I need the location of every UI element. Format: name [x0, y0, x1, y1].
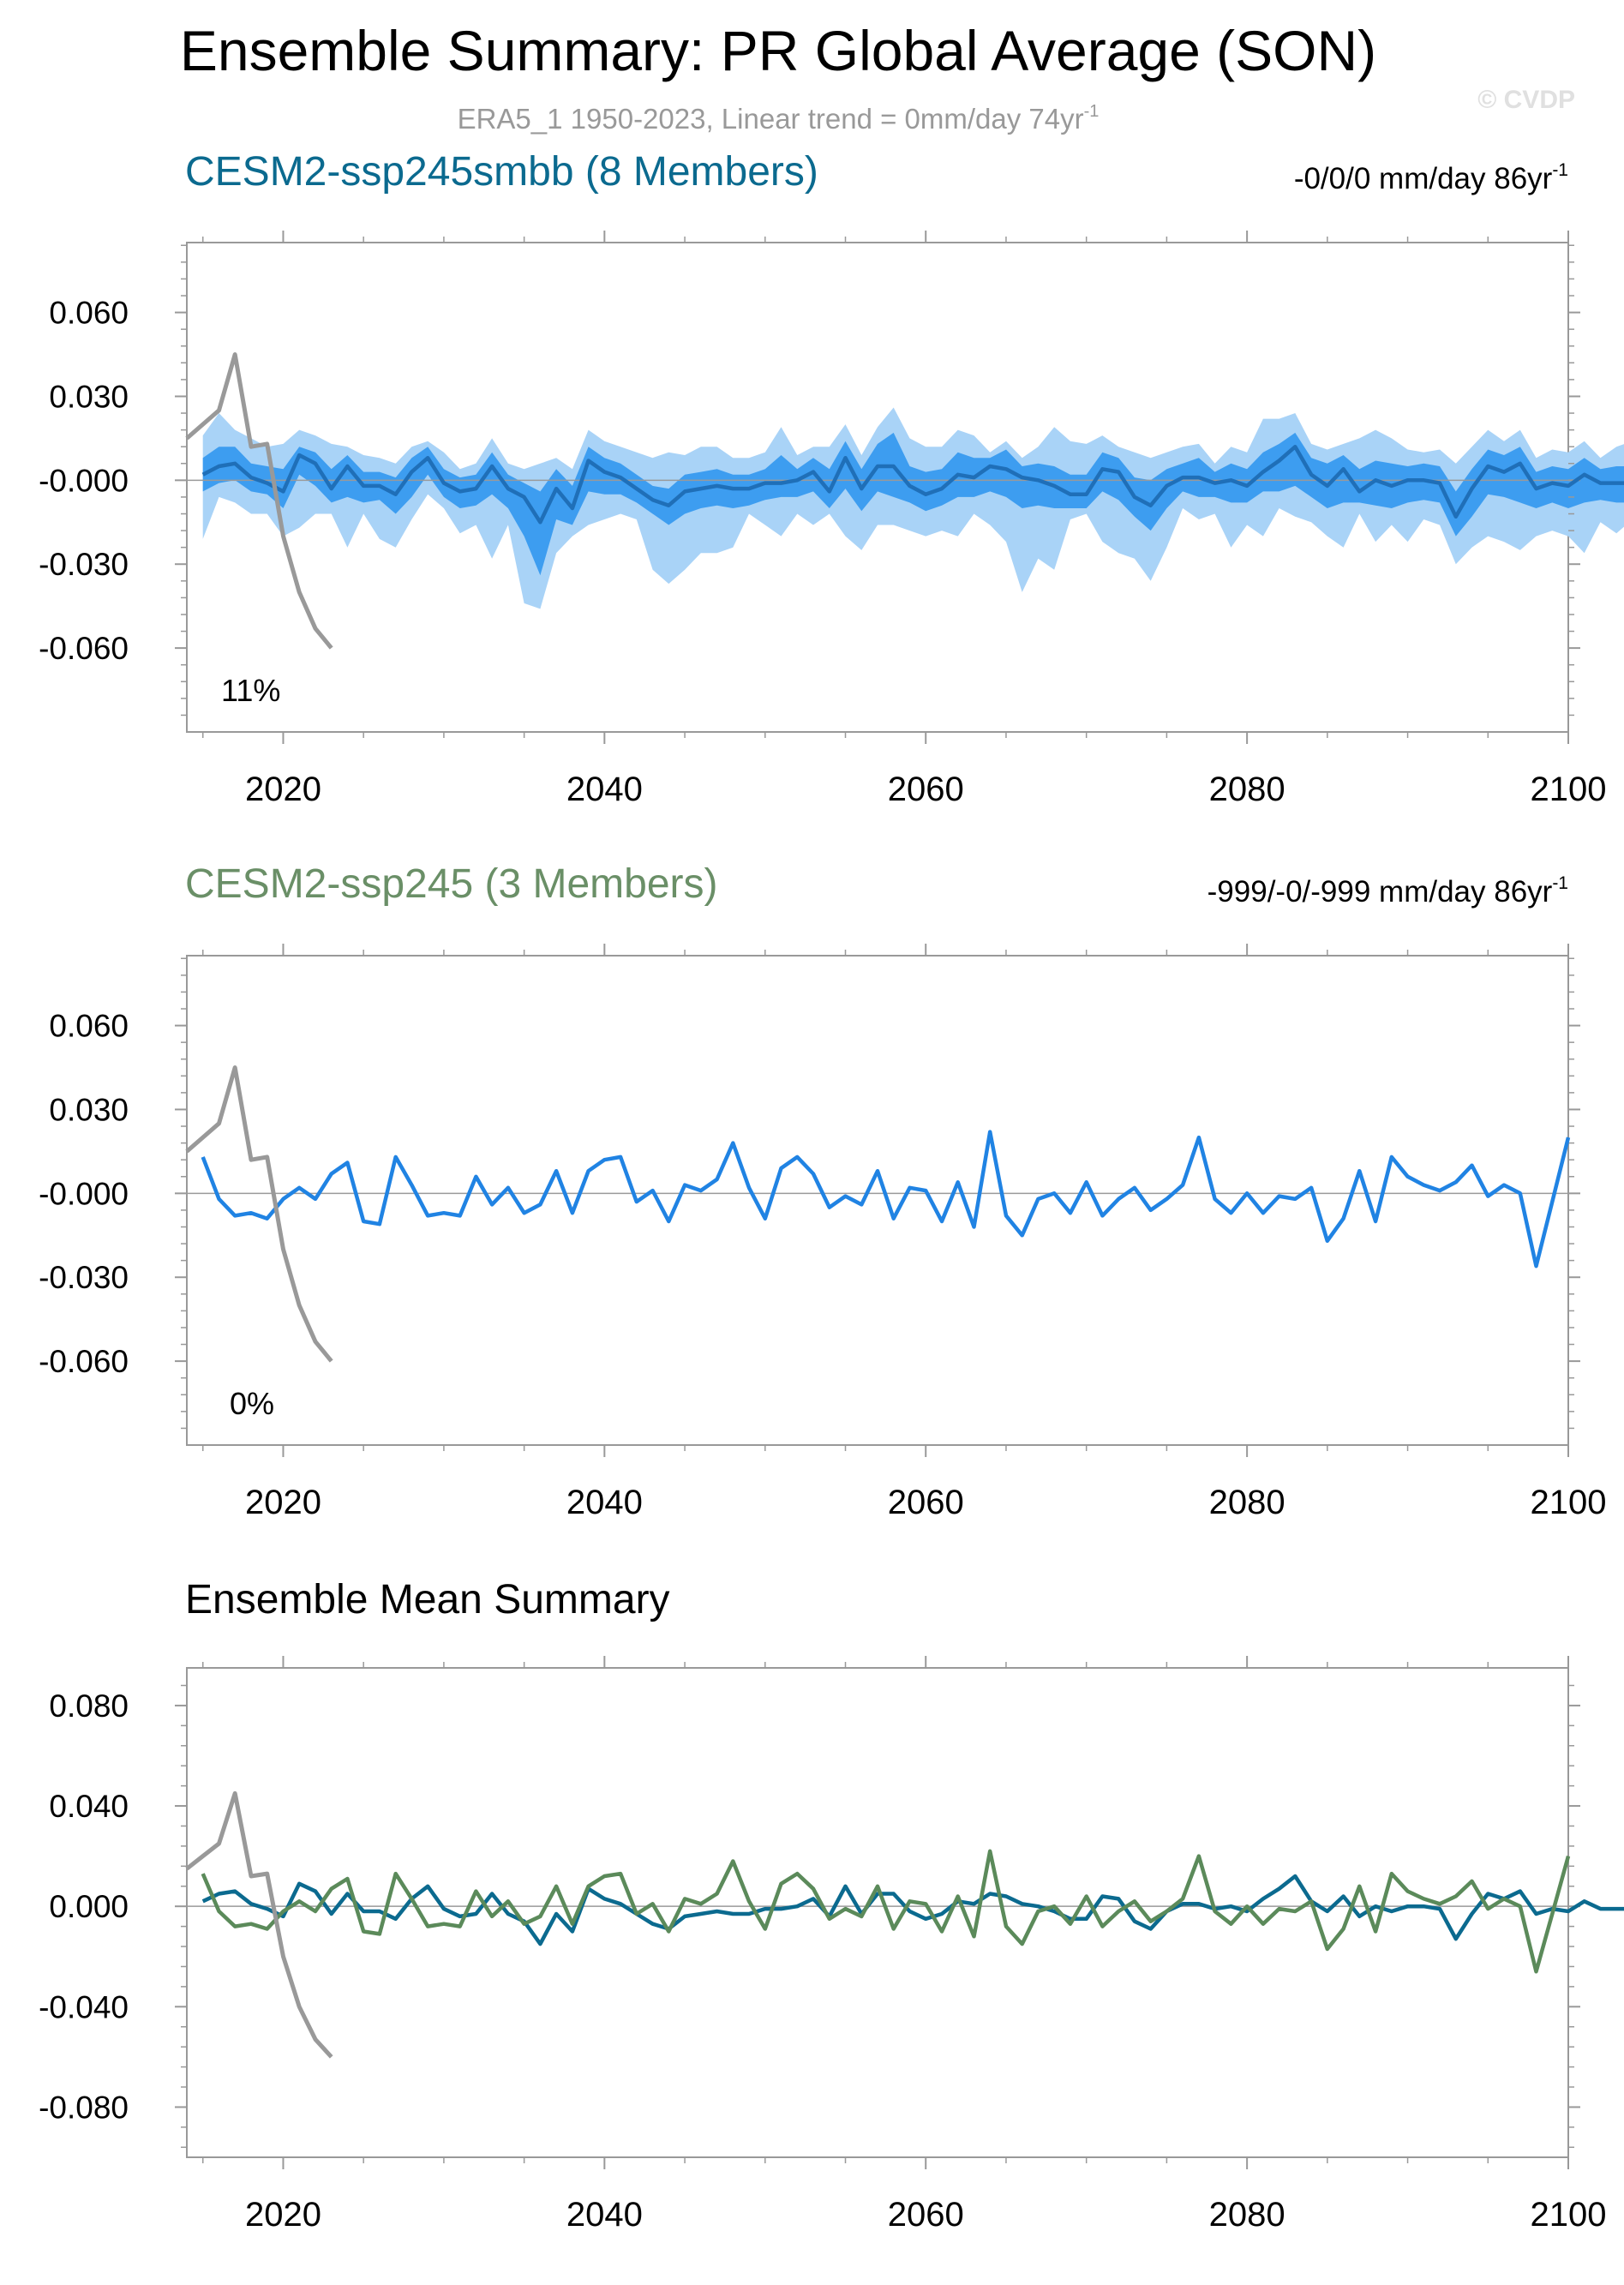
panel3-ytick-label: -0.080	[39, 2090, 129, 2125]
panel-ssp245: CESM2-ssp245 (3 Members) -999/-0/-999 mm…	[39, 861, 1606, 1521]
panel3-xtick-label: 2080	[1209, 2196, 1285, 2234]
panel1-ytick-label: 0.060	[49, 296, 129, 331]
panel3-ssp245-mean-line	[201, 1849, 1571, 1974]
panel2-xtick-label: 2080	[1209, 1484, 1285, 1521]
panel2-frame	[186, 955, 1569, 1446]
panel2-ensemble-mean-line	[201, 1130, 1571, 1268]
panel3-xtick-label: 2040	[566, 2196, 643, 2234]
panel3-ytick-label: 0.000	[49, 1889, 129, 1924]
panel2-xtick-label: 2060	[888, 1484, 964, 1521]
panel1-xtick-label: 2100	[1531, 771, 1607, 808]
panel-ensemble-mean: Ensemble Mean Summary -0.080 -0.040 0.000 0…	[39, 1577, 1624, 2234]
panel1-percent-label: 11%	[221, 673, 280, 708]
panel1-xtick-label: 2080	[1209, 771, 1285, 808]
figure-title: Ensemble Summary: PR Global Average (SON…	[180, 19, 1376, 82]
panel1-ytick-label: 0.030	[49, 379, 129, 414]
panel1-ytick-label: -0.000	[39, 463, 129, 498]
panel1-ensemble-mean-line	[201, 444, 1624, 525]
panel2-trend-label: -999/-0/-999 mm/day 86yr-1	[1208, 873, 1568, 909]
panel2-ytick-label: -0.060	[39, 1344, 129, 1379]
panel2-ytick-label: -0.000	[39, 1176, 129, 1211]
panel2-plot-area: -0.060 -0.030 -0.000 0.030 0.060 2020 2040 2060…	[39, 944, 1606, 1521]
panel1-obs-line	[185, 352, 333, 650]
panel2-xtick-label: 2020	[245, 1484, 321, 1521]
panel1-xtick-label: 2040	[566, 771, 643, 808]
panel3-ytick-label: 0.040	[49, 1789, 129, 1824]
cvdp-watermark: © CVDP	[1477, 86, 1575, 114]
panel2-ytick-label: 0.030	[49, 1092, 129, 1127]
panel3-xtick-label: 2100	[1531, 2196, 1607, 2234]
panel3-xtick-label: 2020	[245, 2196, 321, 2234]
panel2-percent-label: 0%	[230, 1386, 274, 1421]
panel3-ytick-label: -0.040	[39, 1989, 129, 2024]
panel1-plot-area: -0.060 -0.030 -0.000 0.030 0.060 2020 2040 2060…	[39, 231, 1624, 808]
panel1-xtick-label: 2020	[245, 771, 321, 808]
panel3-title: Ensemble Mean Summary	[185, 1577, 670, 1622]
panel2-ytick-label: 0.060	[49, 1009, 129, 1044]
panel1-ytick-label: -0.060	[39, 631, 129, 666]
panel3-ytick-label: 0.080	[49, 1688, 129, 1724]
panel1-trend-label: -0/0/0 mm/day 86yr-1	[1294, 160, 1568, 195]
panel2-xtick-label: 2040	[566, 1484, 643, 1521]
panel1-title: CESM2-ssp245smbb (8 Members)	[185, 149, 818, 195]
panel2-xtick-label: 2100	[1531, 1484, 1607, 1521]
panel2-ytick-label: -0.030	[39, 1260, 129, 1295]
panel2-title: CESM2-ssp245 (3 Members)	[185, 861, 718, 907]
figure-subtitle: ERA5_1 1950-2023, Linear trend = 0mm/day…	[458, 102, 1100, 135]
panel2-obs-line	[185, 1065, 333, 1363]
panel1-minmax-band	[202, 407, 1624, 609]
panel3-smbb-mean-line	[201, 1874, 1624, 1946]
panel3-frame	[186, 1667, 1569, 2158]
panel3-plot-area: -0.080 -0.040 0.000 0.040 0.080 2020 2040 2060 2…	[39, 1656, 1624, 2234]
panel-smbb: CESM2-ssp245smbb (8 Members) -0/0/0 mm/d…	[39, 149, 1624, 808]
panel1-ytick-label: -0.030	[39, 547, 129, 582]
panel1-xtick-label: 2060	[888, 771, 964, 808]
panel3-xtick-label: 2060	[888, 2196, 964, 2234]
panel3-obs-line	[185, 1790, 333, 2059]
